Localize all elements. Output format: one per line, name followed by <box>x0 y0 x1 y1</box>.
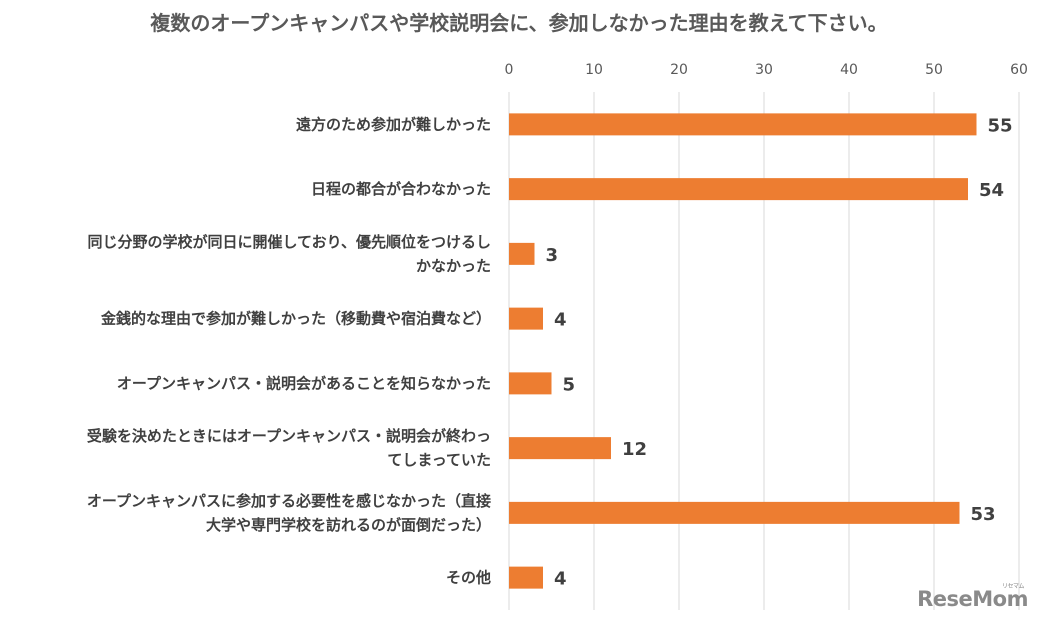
bars <box>509 113 977 589</box>
data-labels: 55 54 3 4 5 12 53 4 <box>546 115 1013 589</box>
x-tick-label: 60 <box>1010 62 1028 78</box>
category-label: オープンキャンパス・説明会があることを知らなかった <box>117 374 491 392</box>
category-label: 受験を決めたときにはオープンキャンパス・説明会が終わっ <box>87 427 491 445</box>
category-label: かなかった <box>416 257 491 275</box>
data-label: 55 <box>988 115 1013 136</box>
x-axis-ticks: 0 10 20 30 40 50 60 <box>505 62 1028 78</box>
category-label: オープンキャンパスに参加する必要性を感じなかった（直接 <box>87 492 491 510</box>
category-label: 同じ分野の学校が同日に開催しており、優先順位をつけるし <box>87 233 491 251</box>
logo-subtext: リセマム <box>1001 583 1025 590</box>
bar <box>509 501 960 524</box>
x-tick-label: 30 <box>755 62 773 78</box>
data-label: 4 <box>554 310 567 331</box>
category-label: 大学や専門学校を訪れるのが面倒だった） <box>206 516 491 534</box>
data-label: 54 <box>979 180 1004 201</box>
bar <box>509 566 543 589</box>
data-label: 12 <box>622 439 647 460</box>
data-label: 4 <box>554 569 567 590</box>
category-label: 日程の都合が合わなかった <box>311 180 491 198</box>
category-labels: 遠方のため参加が難しかった日程の都合が合わなかった同じ分野の学校が同日に開催して… <box>87 115 491 586</box>
x-tick-label: 20 <box>670 62 688 78</box>
category-label: その他 <box>446 569 491 587</box>
data-label: 53 <box>971 504 996 525</box>
category-label: 遠方のため参加が難しかった <box>296 115 491 133</box>
category-label: 金銭的な理由で参加が難しかった（移動費や宿泊費など） <box>100 310 491 328</box>
bar <box>509 178 968 201</box>
category-label: てしまっていた <box>387 451 491 469</box>
bar <box>509 242 535 265</box>
bar <box>509 437 611 460</box>
x-tick-label: 40 <box>840 62 858 78</box>
bar <box>509 113 977 136</box>
x-tick-label: 50 <box>925 62 943 78</box>
data-label: 5 <box>563 374 576 395</box>
x-tick-label: 10 <box>585 62 603 78</box>
x-tick-label: 0 <box>505 62 514 78</box>
data-label: 3 <box>546 245 559 266</box>
gridlines <box>508 92 1020 610</box>
bar <box>509 372 552 395</box>
bar <box>509 307 543 330</box>
logo-text: ReseMom <box>917 587 1028 611</box>
chart-title: 複数のオープンキャンパスや学校説明会に、参加しなかった理由を教えて下さい。 <box>150 11 887 35</box>
resemom-logo: ReseMom リセマム <box>917 583 1028 611</box>
